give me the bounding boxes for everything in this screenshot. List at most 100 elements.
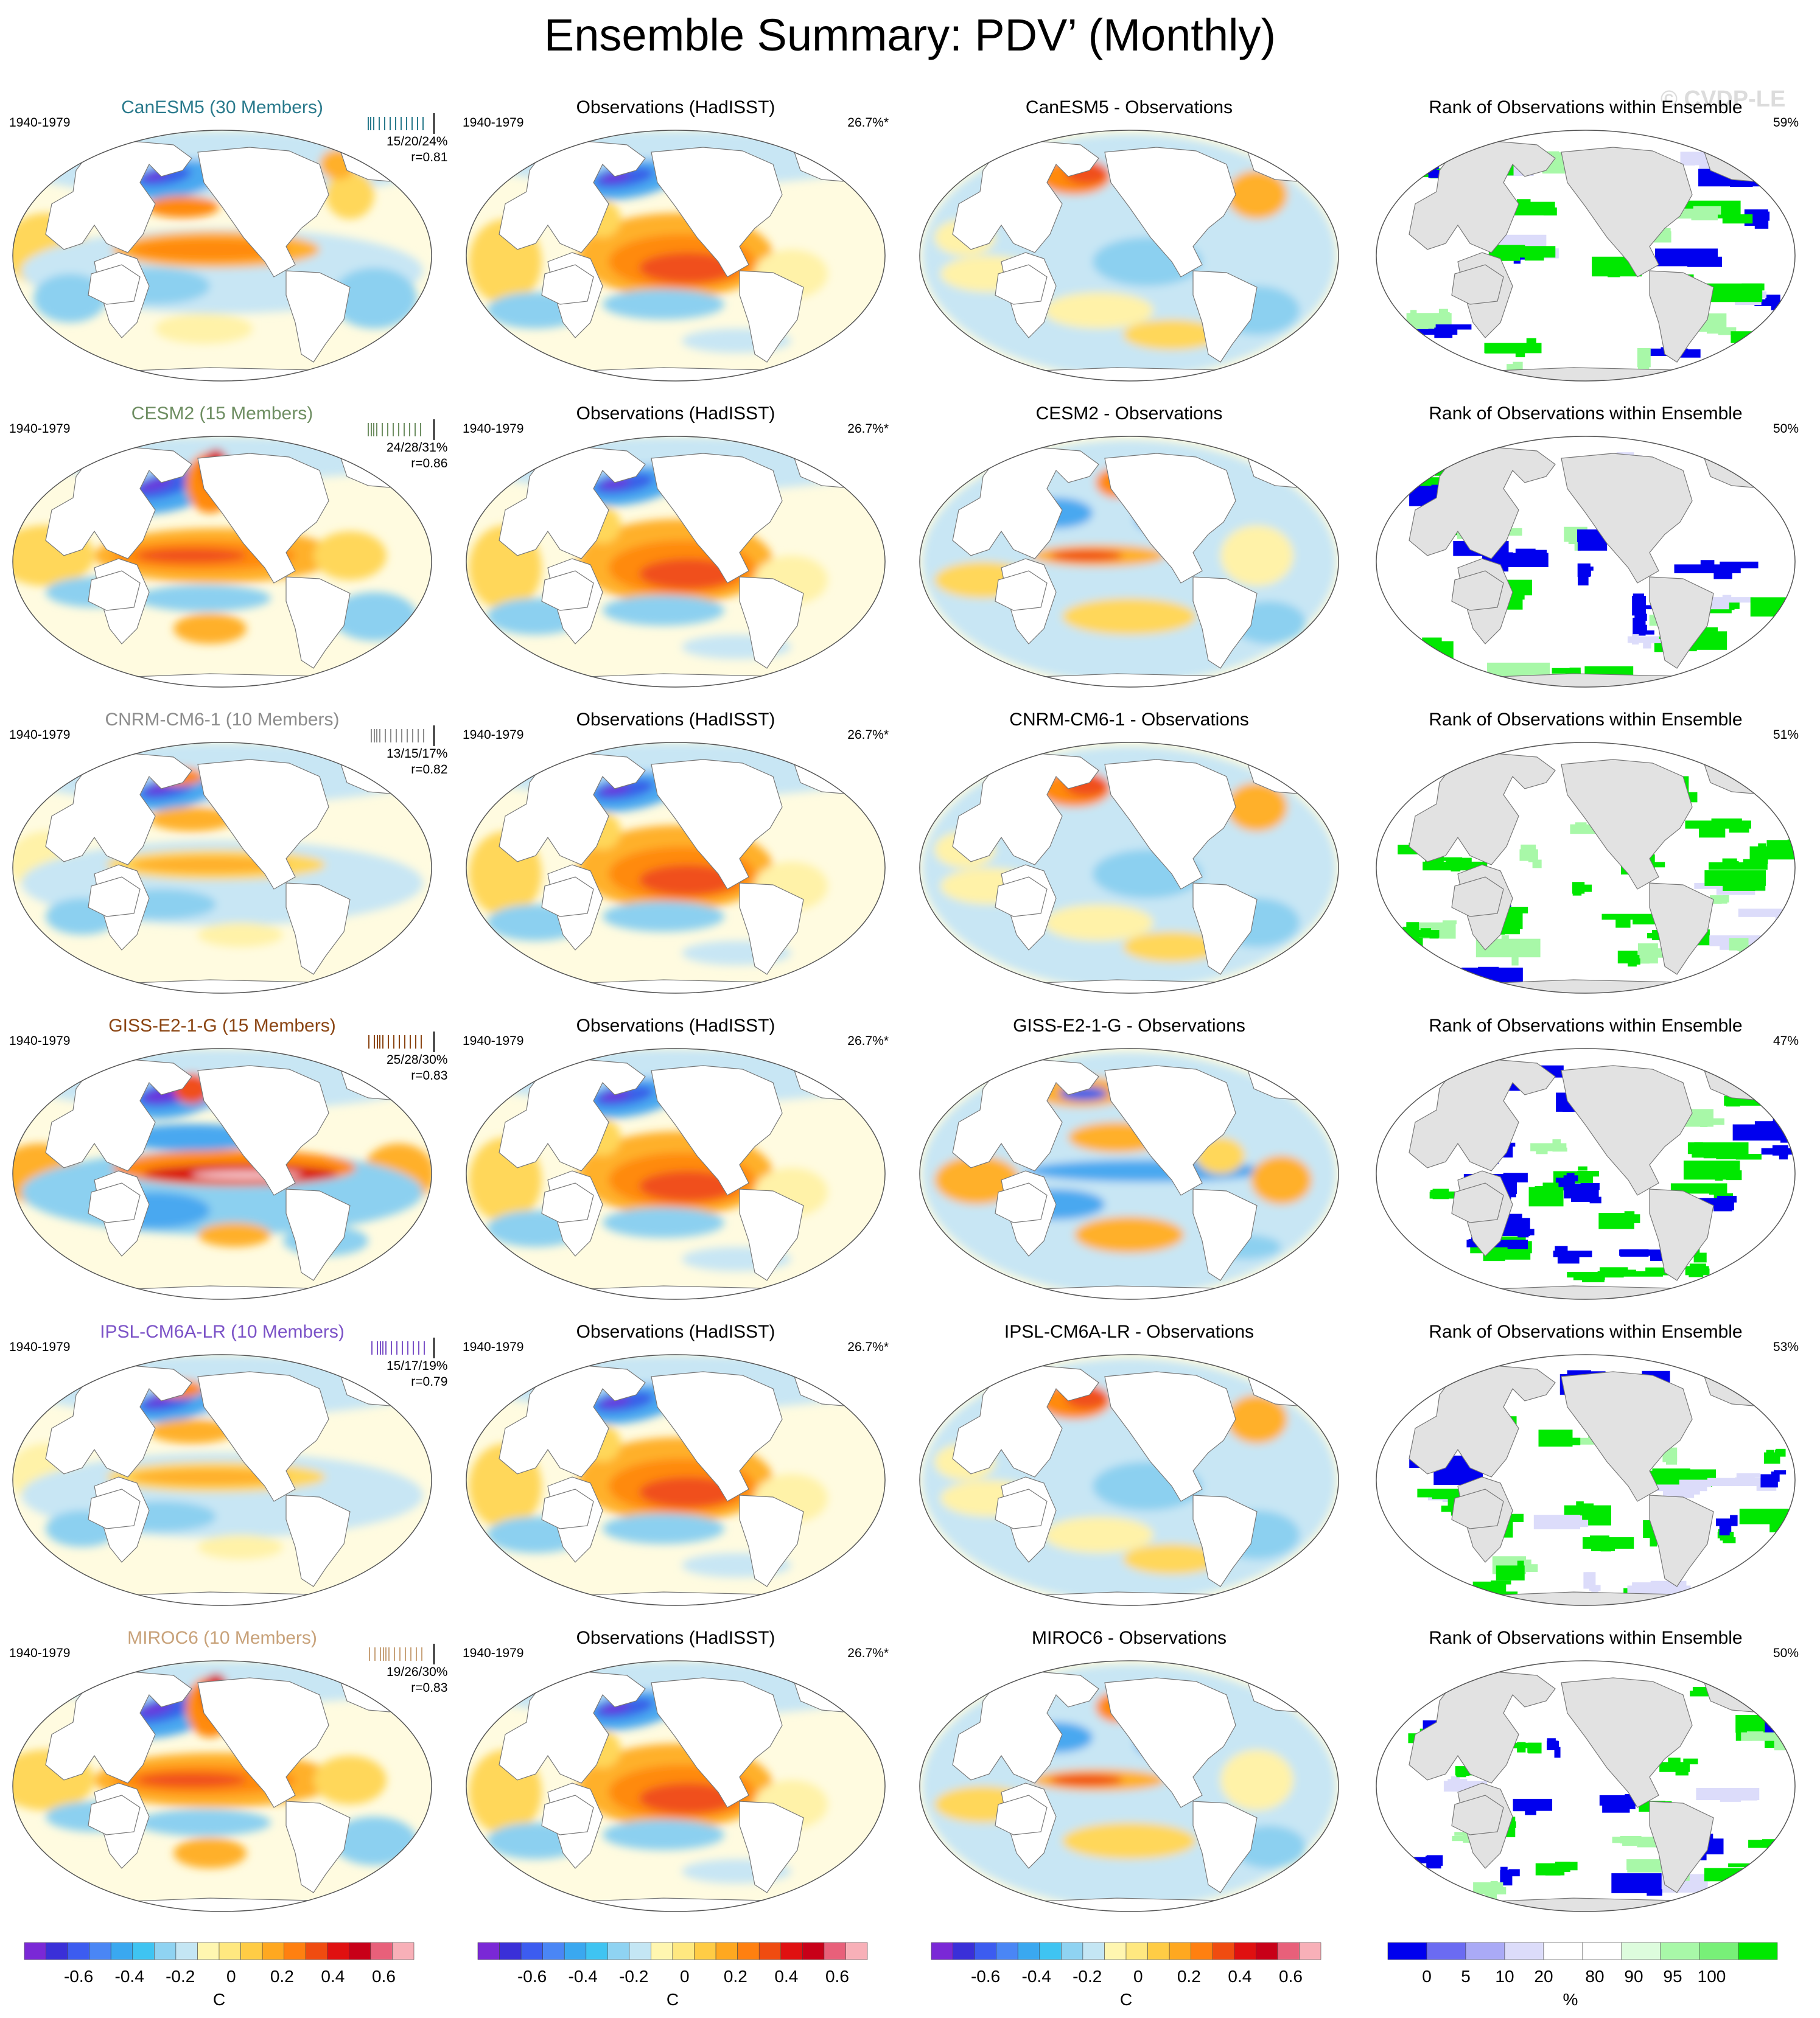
sst-map bbox=[466, 742, 886, 994]
year-range: 1940-1979 bbox=[463, 1340, 524, 1354]
rank-pct: 51% bbox=[1773, 728, 1799, 742]
colorbar-tick-label: 0.4 bbox=[321, 1967, 345, 1986]
rank-panel-title: Rank of Observations within Ensemble bbox=[1429, 1016, 1743, 1036]
pattern-correlation: r=0.83 bbox=[411, 1681, 448, 1695]
colorbar-tick-label: 0.4 bbox=[774, 1967, 799, 1986]
rank-map bbox=[1376, 1048, 1796, 1300]
sst-map bbox=[466, 1660, 886, 1912]
variance-stats: 13/15/17% r=0.82 bbox=[387, 746, 447, 778]
diff-panel-title: CanESM5 - Observations bbox=[1025, 97, 1233, 117]
rank-panel: Rank of Observations within Ensemble 50% bbox=[1373, 403, 1799, 690]
colorbar-tick-label: 0 bbox=[679, 1967, 690, 1986]
rank-panel-title: Rank of Observations within Ensemble bbox=[1429, 1628, 1743, 1648]
colorbar: 0 5 10 20 80 90 95 100% bbox=[1382, 1941, 1783, 2014]
year-range: 1940-1979 bbox=[463, 422, 524, 436]
member-distribution-ticks bbox=[371, 725, 435, 746]
pattern-correlation: r=0.86 bbox=[411, 456, 448, 471]
model-panel-title: MIROC6 (10 Members) bbox=[127, 1628, 317, 1648]
model-panel: MIROC6 (10 Members) 1940-1979 19/26/30% r=0… bbox=[9, 1628, 447, 1914]
pattern-correlation: r=0.79 bbox=[411, 1375, 448, 1389]
colorbar-tick-label: -0.4 bbox=[114, 1967, 144, 1986]
colorbar-tick-label: 90 bbox=[1624, 1967, 1643, 1986]
year-range: 1940-1979 bbox=[9, 1340, 71, 1354]
sst-map bbox=[919, 1354, 1339, 1606]
sst-map bbox=[919, 1660, 1339, 1912]
year-range: 1940-1979 bbox=[9, 728, 71, 742]
rank-panel: Rank of Observations within Ensemble 51% bbox=[1373, 710, 1799, 996]
colorbar-tick-label: 0.4 bbox=[1228, 1967, 1252, 1986]
obs-panel: Observations (HadISST) 1940-1979 26.7%* bbox=[463, 97, 889, 383]
diff-panel-title: CNRM-CM6-1 - Observations bbox=[1009, 710, 1249, 730]
rank-panel-title: Rank of Observations within Ensemble bbox=[1429, 710, 1743, 730]
obs-panel: Observations (HadISST) 1940-1979 26.7%* bbox=[463, 1322, 889, 1608]
colorbar-swatches bbox=[1387, 1942, 1778, 1960]
diff-panel-title: GISS-E2-1-G - Observations bbox=[1013, 1016, 1245, 1036]
diff-panel: CNRM-CM6-1 - Observations bbox=[916, 710, 1342, 996]
variance-stats: 24/28/31% r=0.86 bbox=[387, 440, 447, 472]
rank-pct: 47% bbox=[1773, 1034, 1799, 1048]
page-title: Ensemble Summary: PDV’ (Monthly) bbox=[544, 10, 1276, 60]
model-panel-title: CanESM5 (30 Members) bbox=[121, 97, 323, 117]
obs-panel: Observations (HadISST) 1940-1979 26.7%* bbox=[463, 710, 889, 996]
rank-panel-title: Rank of Observations within Ensemble bbox=[1429, 1322, 1743, 1342]
rank-panel-title: Rank of Observations within Ensemble bbox=[1429, 97, 1743, 117]
colorbar-tick-label: -0.6 bbox=[517, 1967, 547, 1986]
colorbar-tick-label: 0.2 bbox=[1177, 1967, 1201, 1986]
colorbar-unit: C bbox=[1119, 1990, 1133, 2009]
rank-map bbox=[1376, 1354, 1796, 1606]
colorbar-tick-label: 0.6 bbox=[371, 1967, 396, 1986]
diff-panel: CanESM5 - Observations bbox=[916, 97, 1342, 383]
pattern-correlation: r=0.83 bbox=[411, 1069, 448, 1083]
obs-variance-pct: 26.7%* bbox=[847, 116, 889, 130]
colorbar-tick-label: 0 bbox=[1133, 1967, 1143, 1986]
colorbar-unit: C bbox=[212, 1990, 226, 2009]
variance-stats: 25/28/30% r=0.83 bbox=[387, 1052, 447, 1084]
rank-pct: 53% bbox=[1773, 1340, 1799, 1354]
rank-panel: Rank of Observations within Ensemble 50% bbox=[1373, 1628, 1799, 1914]
variance-percentiles: 24/28/31% bbox=[387, 441, 448, 455]
colorbar: -0.6 -0.4 -0.2 0 0.2 0.4 0.6 C bbox=[18, 1941, 420, 2014]
colorbar-tick-label: 20 bbox=[1534, 1967, 1553, 1986]
sst-map bbox=[919, 742, 1339, 994]
obs-panel-title: Observations (HadISST) bbox=[576, 1322, 775, 1342]
variance-percentiles: 25/28/30% bbox=[387, 1053, 448, 1067]
member-distribution-ticks bbox=[369, 1644, 435, 1664]
colorbar-swatches bbox=[477, 1942, 868, 1960]
rank-pct: 50% bbox=[1773, 422, 1799, 436]
colorbar-unit: C bbox=[666, 1990, 679, 2009]
obs-panel: Observations (HadISST) 1940-1979 26.7%* bbox=[463, 1016, 889, 1302]
obs-variance-pct: 26.7%* bbox=[847, 1340, 889, 1354]
obs-panel-title: Observations (HadISST) bbox=[576, 1628, 775, 1648]
year-range: 1940-1979 bbox=[463, 1034, 524, 1048]
rank-pct: 59% bbox=[1773, 116, 1799, 130]
year-range: 1940-1979 bbox=[463, 1646, 524, 1660]
rank-map bbox=[1376, 742, 1796, 994]
colorbar-tick-label: 80 bbox=[1585, 1967, 1605, 1986]
colorbar-tick-label: -0.2 bbox=[619, 1967, 649, 1986]
year-range: 1940-1979 bbox=[463, 728, 524, 742]
obs-variance-pct: 26.7%* bbox=[847, 728, 889, 742]
model-panel: GISS-E2-1-G (15 Members) 1940-1979 25/28/3… bbox=[9, 1016, 447, 1302]
model-panel: CanESM5 (30 Members) 1940-1979 15/20/24% r=… bbox=[9, 97, 447, 383]
variance-stats: 19/26/30% r=0.83 bbox=[387, 1664, 447, 1697]
rank-pct: 50% bbox=[1773, 1646, 1799, 1660]
obs-panel: Observations (HadISST) 1940-1979 26.7%* bbox=[463, 1628, 889, 1914]
colorbar-tick-label: -0.6 bbox=[63, 1967, 94, 1986]
year-range: 1940-1979 bbox=[9, 422, 71, 436]
variance-percentiles: 15/17/19% bbox=[387, 1359, 448, 1373]
year-range: 1940-1979 bbox=[9, 116, 71, 130]
variance-percentiles: 19/26/30% bbox=[387, 1665, 448, 1679]
diff-panel: CESM2 - Observations bbox=[916, 403, 1342, 690]
colorbar: -0.6 -0.4 -0.2 0 0.2 0.4 0.6 C bbox=[472, 1941, 873, 2014]
member-distribution-ticks bbox=[368, 1032, 435, 1052]
member-distribution-ticks bbox=[368, 113, 435, 134]
rank-panel: Rank of Observations within Ensemble 59% bbox=[1373, 97, 1799, 383]
diff-panel-title: CESM2 - Observations bbox=[1035, 403, 1223, 424]
year-range: 1940-1979 bbox=[463, 116, 524, 130]
colorbar-tick-label: 100 bbox=[1697, 1967, 1726, 1986]
model-panel: CESM2 (15 Members) 1940-1979 24/28/31% r=0.… bbox=[9, 403, 447, 690]
diff-panel-title: IPSL-CM6A-LR - Observations bbox=[1004, 1322, 1255, 1342]
rank-map bbox=[1376, 436, 1796, 688]
sst-map bbox=[919, 130, 1339, 382]
obs-variance-pct: 26.7%* bbox=[847, 1646, 889, 1660]
